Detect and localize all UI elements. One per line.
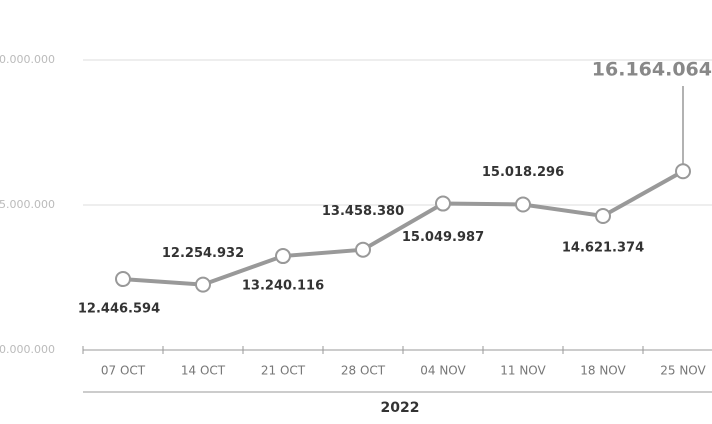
value-label: 12.446.594 [78,302,160,317]
x-tick-label: 28 OCT [341,364,386,378]
x-tick-label: 04 NOV [420,364,466,378]
x-tick-label: 07 OCT [101,364,146,378]
value-label: 14.621.374 [562,240,644,255]
marker [115,271,131,288]
marker [355,241,371,258]
x-tick-label: 14 OCT [181,364,226,378]
marker [675,163,691,180]
value-label: 15.049.987 [402,230,484,245]
marker [195,276,211,293]
series-line [122,169,684,287]
marker [275,248,291,265]
marker [515,196,531,213]
value-label: 13.240.116 [242,279,324,294]
x-tick-label: 18 NOV [580,364,626,378]
marker [595,207,611,224]
x-tick-label: 25 NOV [660,364,706,378]
x-tick-label: 21 OCT [261,364,306,378]
value-label: 12.254.932 [162,246,244,261]
y-tick-label: 10.000.000 [0,343,55,356]
value-label: 16.164.064 [592,59,712,81]
marker [435,195,451,212]
x-tick-label: 11 NOV [500,364,546,378]
x-axis-label: 2022 [381,400,420,416]
value-label: 15.018.296 [482,165,564,180]
y-tick-label: 15.000.000 [0,198,55,211]
y-tick-label: 20.000.000 [0,53,55,66]
value-label: 13.458.380 [322,204,404,219]
